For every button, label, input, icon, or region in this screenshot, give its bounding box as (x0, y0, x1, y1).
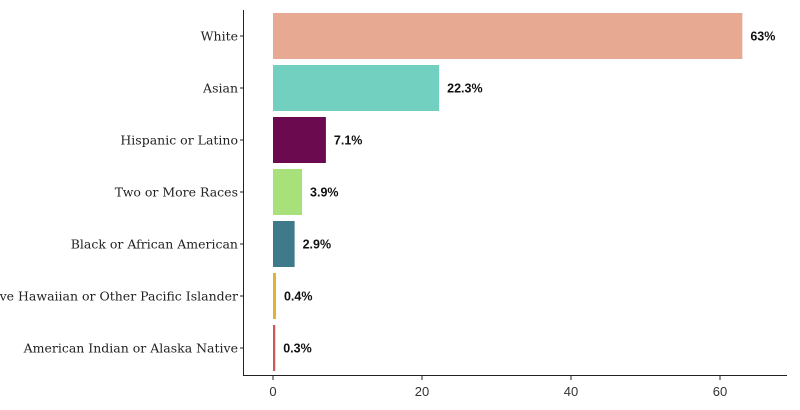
bar-white (273, 13, 743, 59)
value-label-hispanic-or-latino: 7.1% (334, 134, 363, 148)
category-label-white: White (201, 29, 238, 44)
value-label-native-hawaiian-or-other-pacific-islander: 0.4% (284, 290, 313, 304)
category-label-native-hawaiian-or-other-pacific-islander: Native Hawaiian or Other Pacific Islande… (0, 289, 238, 304)
x-tick-label-20: 20 (415, 384, 429, 399)
labels-layer: White 63% Asian 22.3% Hispanic or Latino 7.1%… (0, 29, 775, 356)
bars-layer (273, 13, 743, 371)
value-label-asian: 22.3% (447, 82, 482, 96)
bar-native-hawaiian-or-other-pacific-islander (273, 273, 276, 319)
value-label-white: 63% (750, 30, 775, 44)
bar-american-indian-or-alaska-native (273, 325, 276, 371)
category-label-black-or-african-american: Black or African American (71, 237, 238, 252)
bar-two-or-more-races (273, 169, 303, 215)
x-tick-label-40: 40 (564, 384, 578, 399)
value-label-black-or-african-american: 2.9% (303, 238, 332, 252)
x-ticks-layer: 0 20 40 60 (240, 35, 727, 399)
bar-black-or-african-american (273, 221, 295, 267)
bar-hispanic-or-latino (273, 117, 326, 163)
x-tick-label-60: 60 (713, 384, 727, 399)
category-label-asian: Asian (202, 81, 238, 96)
category-label-american-indian-or-alaska-native: American Indian or Alaska Native (23, 341, 238, 356)
value-label-two-or-more-races: 3.9% (310, 186, 339, 200)
value-label-american-indian-or-alaska-native: 0.3% (283, 342, 312, 356)
bar-asian (273, 65, 440, 111)
category-label-hispanic-or-latino: Hispanic or Latino (120, 133, 238, 148)
x-tick-label-0: 0 (269, 384, 276, 399)
category-label-two-or-more-races: Two or More Races (115, 185, 238, 200)
